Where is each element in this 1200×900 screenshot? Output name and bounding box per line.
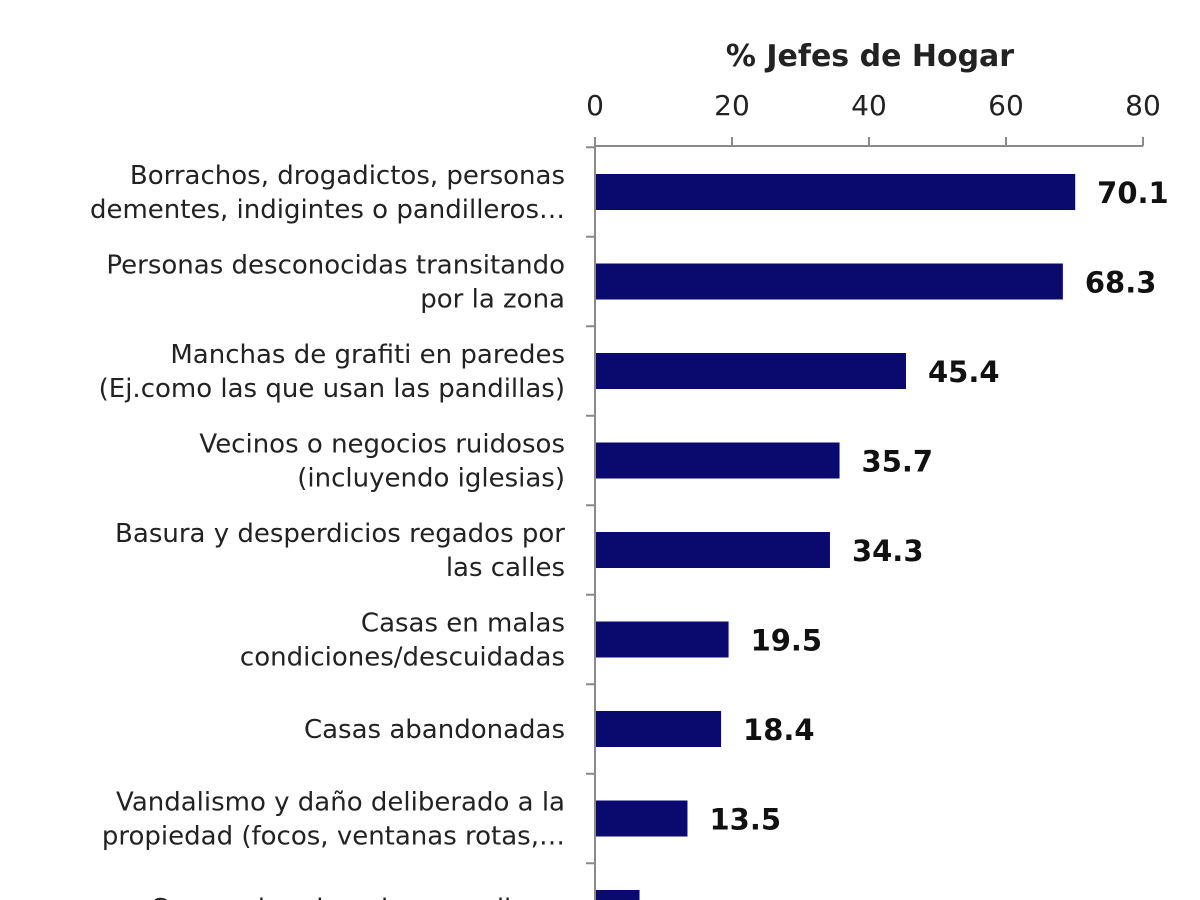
category-label: dementes, indigintes o pandilleros… xyxy=(90,195,565,225)
category-label: Manchas de grafiti en paredes xyxy=(170,340,565,370)
category-label: propiedad (focos, ventanas rotas,… xyxy=(102,822,565,852)
bar xyxy=(596,621,729,658)
category-label: Vecinos o negocios ruidosos xyxy=(199,430,565,460)
x-tick-label: 60 xyxy=(988,89,1024,122)
category-label: Carros abandonados en calles o xyxy=(150,894,565,900)
x-tick-label: 80 xyxy=(1125,89,1161,122)
category-label: (Ej.como las que usan las pandillas) xyxy=(99,374,565,404)
bar xyxy=(596,442,840,479)
category-label: Personas desconocidas transitando xyxy=(106,251,565,281)
x-tick-label: 40 xyxy=(851,89,887,122)
category-label: las calles xyxy=(446,553,565,583)
bar xyxy=(596,353,906,389)
category-label: Vandalismo y daño deliberado a la xyxy=(116,788,565,818)
data-label: 68.3 xyxy=(1085,266,1157,300)
x-axis-title: % Jefes de Hogar xyxy=(726,39,1014,74)
x-tick-label: 0 xyxy=(586,89,604,122)
bar xyxy=(596,532,830,568)
bar xyxy=(596,800,688,837)
category-label: Borrachos, drogadictos, personas xyxy=(130,161,565,191)
category-label: por la zona xyxy=(420,285,565,315)
data-label: 19.5 xyxy=(751,624,823,658)
category-label: condiciones/descuidadas xyxy=(240,643,565,673)
data-label: 70.1 xyxy=(1097,176,1169,210)
category-label: Casas abandonadas xyxy=(304,715,565,745)
data-label: 35.7 xyxy=(862,445,934,479)
category-label: (incluyendo iglesias) xyxy=(297,464,565,494)
category-label: Casas en malas xyxy=(361,609,565,639)
bar xyxy=(596,711,722,747)
bar xyxy=(596,174,1076,210)
data-label: 18.4 xyxy=(743,713,815,747)
data-label: 13.5 xyxy=(709,803,781,837)
bar xyxy=(596,890,640,900)
data-label: 45.4 xyxy=(928,355,1000,389)
bar xyxy=(596,263,1063,300)
x-tick-label: 20 xyxy=(714,89,750,122)
data-label: 34.3 xyxy=(852,534,924,568)
category-label: Basura y desperdicios regados por xyxy=(115,519,565,549)
